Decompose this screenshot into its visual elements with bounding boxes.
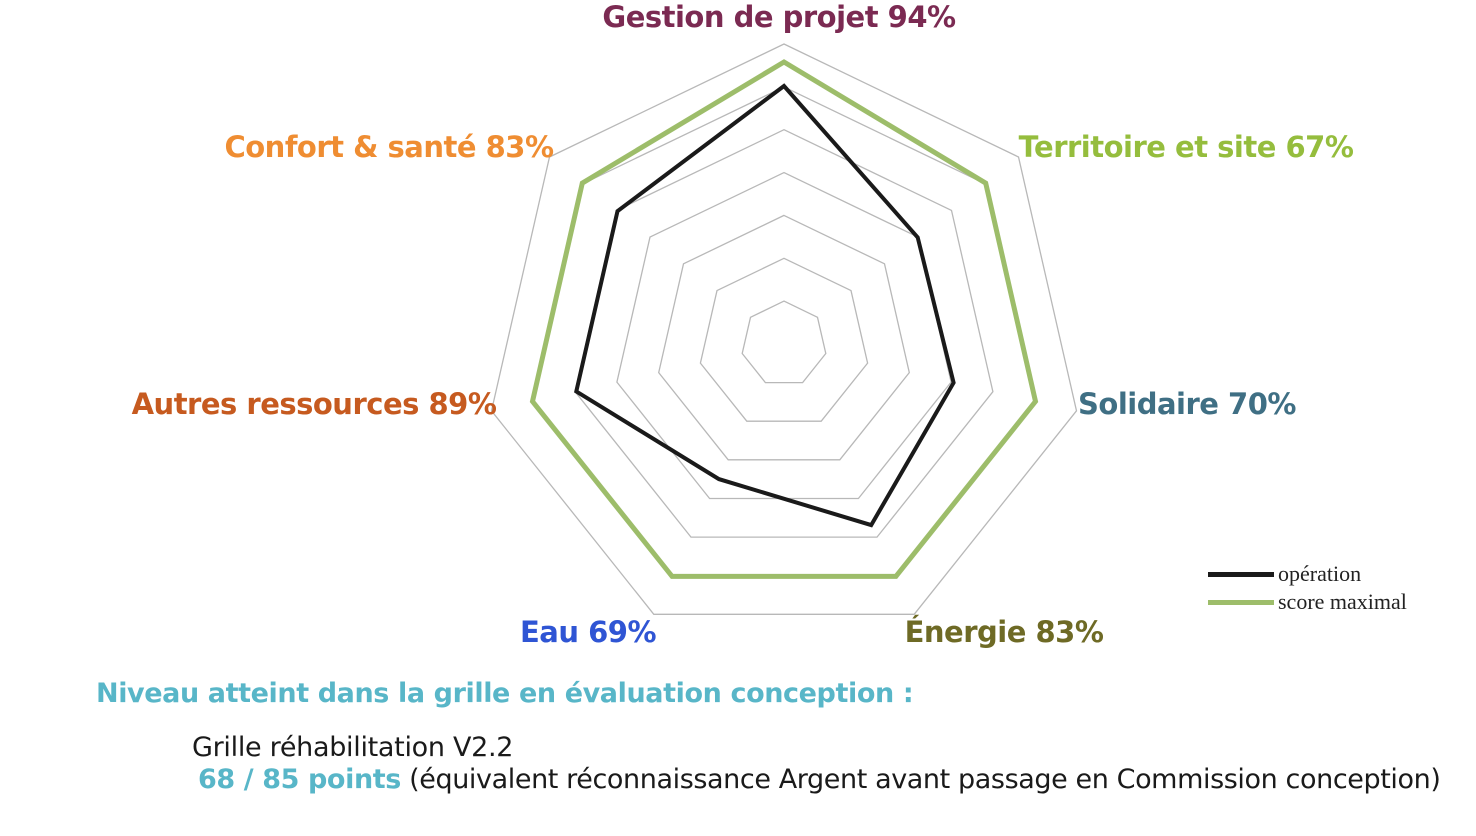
axis-label-gestion-de-projet: Gestion de projet 94% [602, 0, 956, 34]
legend-label-score-maximal: score maximal [1278, 589, 1407, 614]
summary-grid-version: Grille réhabilitation V2.2 [192, 732, 514, 763]
axis-label-solidaire: Solidaire 70% [1078, 387, 1296, 421]
axis-label-energie: Énergie 83% [904, 615, 1104, 649]
axis-label-territoire-et-site: Territoire et site 67% [1018, 130, 1354, 164]
axis-label-autres-ressources: Autres ressources 89% [131, 387, 497, 421]
grid-ring-3 [657, 214, 911, 461]
legend-item-score-maximal: score maximal [1208, 588, 1407, 616]
grid-ring-1 [741, 300, 827, 384]
series-score-maximal [529, 59, 1039, 579]
summary-points-line: 68 / 85 points (équivalent réconnaissanc… [198, 764, 1441, 795]
summary-block: Niveau atteint dans la grille en évaluat… [96, 678, 1441, 795]
axis-label-eau: Eau 69% [519, 615, 657, 649]
grid-ring-6 [532, 86, 1036, 577]
legend-label-operation: opération [1278, 561, 1362, 586]
summary-points-note: (équivalent réconnaissance Argent avant … [400, 764, 1441, 795]
chart-legend: opération score maximal [1208, 560, 1407, 616]
legend-swatch-operation [1208, 571, 1274, 577]
series-operation [574, 83, 956, 528]
legend-swatch-score-maximal [1208, 599, 1274, 605]
legend-item-operation: opération [1208, 560, 1407, 588]
summary-heading: Niveau atteint dans la grille en évaluat… [96, 678, 914, 709]
summary-points-value: 68 / 85 points [198, 764, 401, 795]
axis-label-confort-sante: Confort & santé 83% [224, 130, 554, 164]
grid-ring-5 [574, 128, 994, 538]
grid-ring-7 [490, 43, 1078, 615]
grid-ring-2 [699, 257, 869, 422]
